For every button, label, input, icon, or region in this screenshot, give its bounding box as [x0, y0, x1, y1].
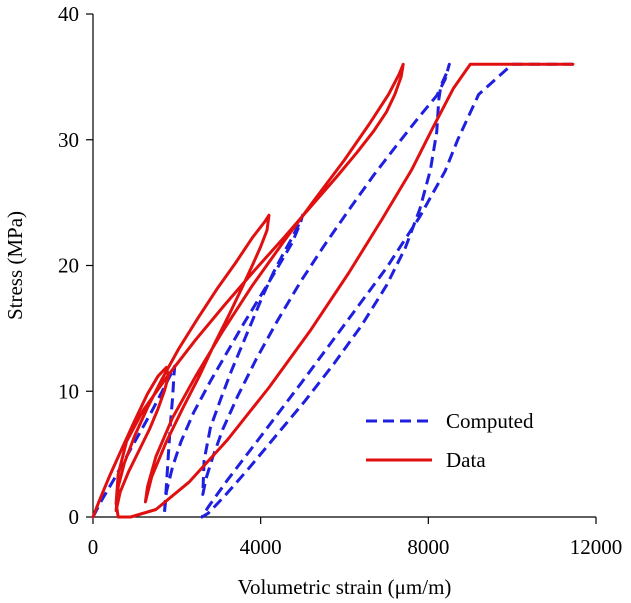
series-line-data — [91, 62, 575, 519]
x-tick-label: 12000 — [570, 535, 623, 559]
y-tick-label: 40 — [58, 2, 79, 26]
y-tick-label: 10 — [58, 379, 79, 403]
y-axis-title: Stress (MPa) — [3, 211, 27, 320]
legend: Computed Data — [366, 409, 534, 472]
legend-label-data: Data — [446, 448, 486, 472]
y-tick-label: 30 — [58, 128, 79, 152]
x-axis-ticks: 0 4000 8000 12000 — [88, 517, 623, 559]
y-tick-label: 20 — [58, 254, 79, 278]
x-tick-label: 0 — [88, 535, 99, 559]
legend-label-computed: Computed — [446, 409, 534, 433]
y-tick-label: 0 — [69, 505, 80, 529]
x-tick-label: 8000 — [407, 535, 449, 559]
series-line-computed — [91, 62, 573, 519]
x-axis-title: Volumetric strain (μm/m) — [238, 575, 452, 599]
series-layer — [91, 62, 575, 519]
y-axis-ticks: 0 10 20 30 40 — [58, 2, 93, 529]
plot-area: 0 4000 8000 12000 0 10 20 30 40 — [58, 2, 622, 559]
x-tick-label: 4000 — [240, 535, 282, 559]
